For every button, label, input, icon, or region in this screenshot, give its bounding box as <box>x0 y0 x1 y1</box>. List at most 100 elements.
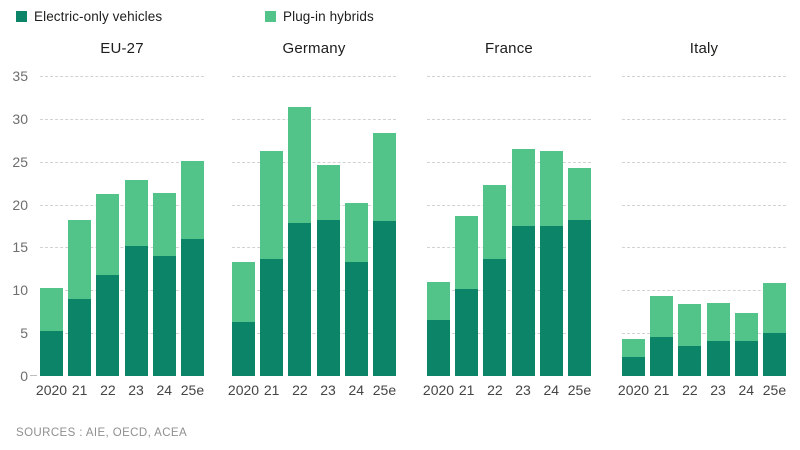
segment-plug-in-hybrids <box>180 160 204 239</box>
x-tick-label: 21 <box>263 382 280 398</box>
gridline <box>427 247 591 249</box>
segment-electric-only <box>483 259 507 376</box>
bars-row <box>232 76 396 376</box>
segment-electric-only <box>427 320 450 376</box>
stacked-bar-23 <box>124 179 148 376</box>
segment-plug-in-hybrids <box>762 282 786 334</box>
segment-plug-in-hybrids <box>344 202 368 262</box>
segment-electric-only <box>511 226 535 376</box>
segment-electric-only <box>344 262 368 376</box>
legend-label-electric: Electric-only vehicles <box>34 9 163 24</box>
x-tick-label: 23 <box>710 382 726 398</box>
gridline <box>232 247 396 249</box>
stacked-bar-22 <box>288 106 312 376</box>
stacked-bar-22 <box>678 304 702 376</box>
gridline <box>232 333 396 335</box>
segment-plug-in-hybrids <box>706 303 730 341</box>
gridline <box>622 161 786 163</box>
segment-plug-in-hybrids <box>678 304 702 346</box>
x-tick-label: 22 <box>292 382 308 398</box>
bars-row <box>427 76 591 376</box>
stacked-bar-25e <box>180 160 204 376</box>
gridline <box>40 76 204 77</box>
segment-electric-only <box>152 256 176 376</box>
gridline <box>40 290 204 292</box>
legend-item-hybrids: Plug-in hybrids <box>265 9 374 24</box>
gridline <box>40 204 204 206</box>
electric-only-swatch-icon <box>16 11 27 22</box>
stacked-bar-24 <box>344 202 368 376</box>
gridline <box>622 204 786 206</box>
panel-eu-27: EU-27 2020 21 22 23 24 25e <box>35 0 205 410</box>
stacked-bar-24 <box>734 312 758 376</box>
panel-title: France <box>485 40 533 57</box>
segment-electric-only <box>734 340 758 376</box>
segment-plug-in-hybrids <box>455 215 479 290</box>
y-tick-label: 35 <box>12 68 28 84</box>
sources-note: SOURCES : AIE, OECD, ACEA <box>16 427 188 439</box>
x-axis-labels: 2020 21 22 23 24 25e <box>228 382 396 398</box>
stacked-bar-25e <box>567 167 591 376</box>
x-tick-label: 25e <box>180 382 205 398</box>
stacked-bar-23 <box>316 165 340 376</box>
x-tick-label: 23 <box>515 382 531 398</box>
gridline <box>40 118 204 120</box>
gridline <box>427 118 591 120</box>
x-tick-label: 24 <box>738 382 755 398</box>
segment-plug-in-hybrids <box>567 167 591 220</box>
segment-plug-in-hybrids <box>40 287 63 332</box>
segment-plug-in-hybrids <box>483 184 507 260</box>
segment-electric-only <box>96 274 120 376</box>
x-tick-label: 22 <box>682 382 698 398</box>
segment-electric-only <box>622 357 645 376</box>
segment-plug-in-hybrids <box>232 262 255 322</box>
segment-electric-only <box>372 220 396 376</box>
x-tick-label: 23 <box>320 382 336 398</box>
stacked-bar-24 <box>152 193 176 376</box>
legend-label-hybrids: Plug-in hybrids <box>283 9 374 24</box>
gridline <box>622 118 786 120</box>
x-axis-labels: 2020 21 22 23 24 25e <box>35 382 205 398</box>
x-tick-label: 25e <box>762 382 787 398</box>
y-tick-label: 10 <box>12 282 28 299</box>
plug-in-hybrids-swatch-icon <box>265 11 276 22</box>
x-tick-label: 24 <box>348 382 365 398</box>
segment-electric-only <box>706 340 730 376</box>
stacked-bar-2020 <box>232 262 255 376</box>
gridline <box>622 290 786 292</box>
y-tick-label: 25 <box>12 153 28 170</box>
gridline <box>232 76 396 77</box>
segment-electric-only <box>762 333 786 376</box>
x-tick-label: 2020 <box>617 382 650 398</box>
stacked-bar-25e <box>762 282 786 376</box>
x-axis-labels: 2020 21 22 23 24 25e <box>423 382 591 398</box>
x-tick-label: 22 <box>487 382 503 398</box>
gridline <box>232 204 396 206</box>
panel-title: Italy <box>689 40 719 57</box>
x-tick-label: 21 <box>653 382 670 398</box>
segment-electric-only <box>567 220 591 376</box>
segment-electric-only <box>316 220 340 376</box>
segment-plug-in-hybrids <box>124 179 148 246</box>
segment-electric-only <box>124 245 148 376</box>
segment-plug-in-hybrids <box>734 312 758 341</box>
stacked-bar-21 <box>68 220 92 376</box>
stacked-bar-25e <box>372 132 396 376</box>
segment-plug-in-hybrids <box>68 220 92 299</box>
panel-france: France 2020 21 22 23 24 25e <box>423 0 591 410</box>
segment-plug-in-hybrids <box>622 339 645 358</box>
x-tick-label: 21 <box>71 382 88 398</box>
segment-plug-in-hybrids <box>96 193 120 275</box>
plot-area <box>622 76 786 376</box>
y-tick-label: 30 <box>12 110 28 127</box>
segment-electric-only <box>650 337 674 376</box>
stacked-bar-24 <box>539 151 563 376</box>
stacked-bar-2020 <box>40 287 63 376</box>
segment-electric-only <box>539 226 563 376</box>
segment-plug-in-hybrids <box>650 296 674 338</box>
stacked-bar-2020 <box>622 339 645 376</box>
x-tick-label: 2020 <box>35 382 68 398</box>
panel-title: EU-27 <box>100 40 144 57</box>
stacked-bar-23 <box>706 303 730 376</box>
